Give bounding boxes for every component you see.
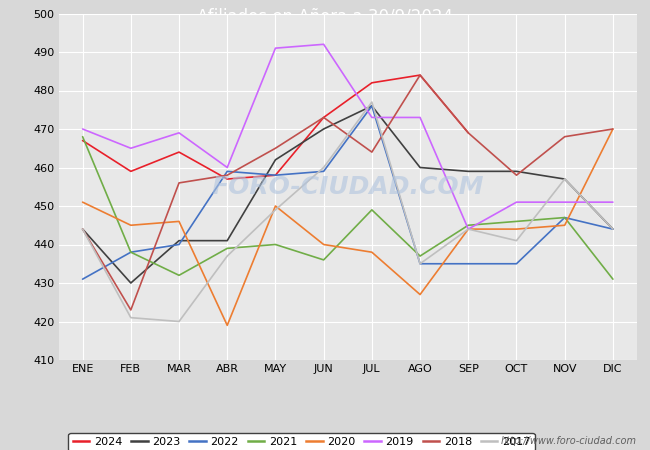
Text: FORO-CIUDAD.COM: FORO-CIUDAD.COM xyxy=(211,175,484,199)
Text: Afiliados en Añora a 30/9/2024: Afiliados en Añora a 30/9/2024 xyxy=(197,8,453,26)
Text: http://www.foro-ciudad.com: http://www.foro-ciudad.com xyxy=(501,436,637,446)
Legend: 2024, 2023, 2022, 2021, 2020, 2019, 2018, 2017: 2024, 2023, 2022, 2021, 2020, 2019, 2018… xyxy=(68,432,534,450)
